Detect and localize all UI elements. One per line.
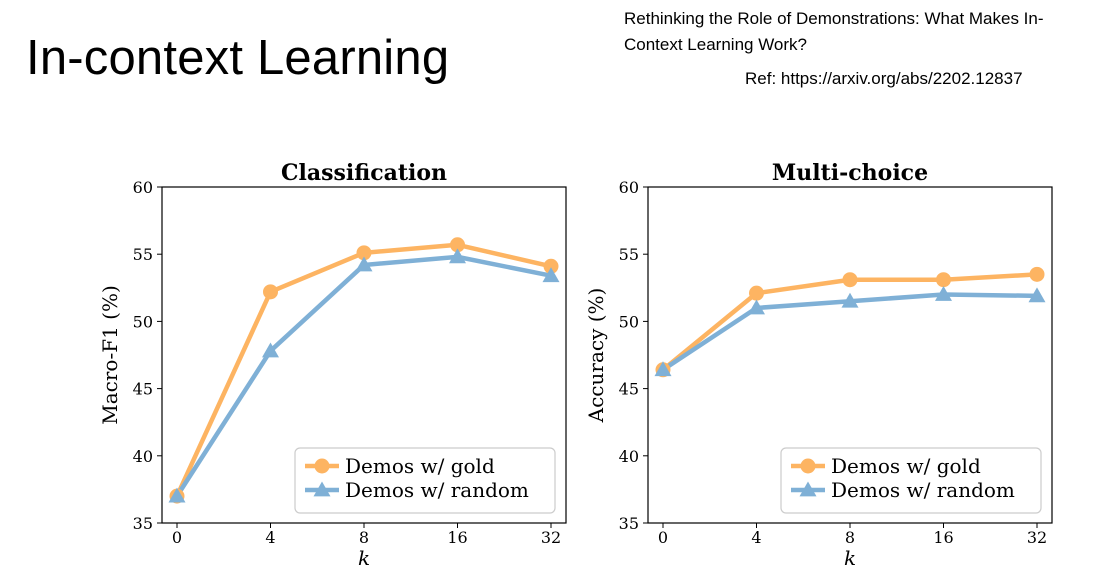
data-point-random <box>841 292 859 308</box>
x-tick-label: 16 <box>447 528 467 547</box>
data-point-random <box>355 256 373 272</box>
data-point-gold <box>356 245 372 261</box>
legend-label: Demos w/ random <box>831 478 1015 502</box>
y-tick-label: 50 <box>133 312 153 331</box>
x-tick-label: 0 <box>658 528 668 547</box>
chart-title: Multi-choice <box>772 160 928 186</box>
y-tick-label: 55 <box>133 245 153 264</box>
x-tick-label: 0 <box>172 528 182 547</box>
legend-marker-gold <box>314 458 330 474</box>
x-tick-label: 32 <box>541 528 561 547</box>
y-axis-label: Accuracy (%) <box>584 288 608 424</box>
y-tick-label: 55 <box>619 245 639 264</box>
x-axis-label: k <box>358 546 370 570</box>
y-tick-label: 45 <box>619 380 639 399</box>
chart-panel-0: Classification 35 40 45 50 55 60 0 4 8 16 32 k Macro-… <box>98 160 567 570</box>
legend-marker-random <box>799 481 817 497</box>
y-tick-label: 40 <box>619 447 639 466</box>
slide-title: In-context Learning <box>26 31 450 85</box>
legend-box <box>294 447 556 514</box>
legend-label: Demos w/ gold <box>831 454 981 478</box>
reference-paper-title: Rethinking the Role of Demonstrations: W… <box>624 9 1044 54</box>
y-tick-label: 35 <box>133 514 153 533</box>
data-point-random <box>168 487 186 503</box>
legend-marker-gold <box>800 458 816 474</box>
reference-link[interactable]: Ref: https://arxiv.org/abs/2202.12837 <box>745 69 1023 88</box>
data-point-random <box>654 361 672 377</box>
data-point-gold <box>543 258 559 274</box>
data-point-random <box>449 248 466 264</box>
chart-panel-1: Multi-choice 35 40 45 50 55 60 0 4 8 16 32 k Accuracy… <box>584 160 1053 570</box>
data-point-random <box>262 342 279 358</box>
data-point-random <box>935 286 952 301</box>
y-tick-label: 60 <box>619 178 639 197</box>
y-tick-label: 40 <box>133 447 153 466</box>
x-tick-label: 8 <box>359 528 369 547</box>
data-point-random <box>748 299 765 315</box>
series-line-gold <box>660 272 1040 373</box>
x-tick-label: 4 <box>751 528 761 547</box>
data-point-gold <box>450 237 465 253</box>
data-point-gold <box>1029 266 1045 282</box>
x-axis-label: k <box>844 546 856 570</box>
data-point-gold <box>263 284 278 300</box>
data-point-gold <box>936 272 951 288</box>
data-point-gold <box>842 272 858 288</box>
x-tick-label: 4 <box>265 528 275 547</box>
chart-title: Classification <box>281 160 447 186</box>
legend-box <box>780 447 1042 514</box>
y-tick-label: 60 <box>133 178 153 197</box>
legend-marker-random <box>313 481 331 497</box>
data-point-gold <box>749 285 764 301</box>
x-tick-label: 8 <box>845 528 855 547</box>
legend-label: Demos w/ gold <box>345 454 495 478</box>
y-tick-label: 45 <box>133 380 153 399</box>
y-tick-label: 35 <box>619 514 639 533</box>
y-tick-label: 50 <box>619 312 639 331</box>
y-axis-label: Macro-F1 (%) <box>98 285 122 425</box>
x-tick-label: 16 <box>933 528 953 547</box>
x-tick-label: 32 <box>1027 528 1047 547</box>
data-point-random <box>1028 287 1046 303</box>
data-point-random <box>542 267 560 283</box>
legend-label: Demos w/ random <box>345 478 529 502</box>
